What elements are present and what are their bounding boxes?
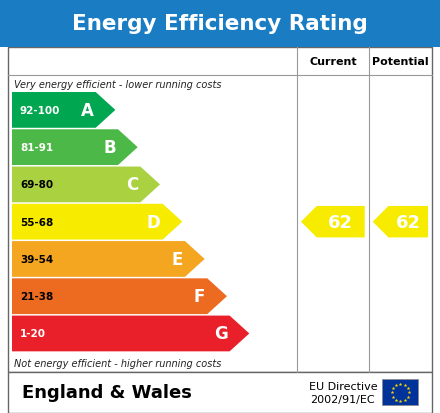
- Text: Energy Efficiency Rating: Energy Efficiency Rating: [72, 14, 368, 34]
- Text: Very energy efficient - lower running costs: Very energy efficient - lower running co…: [14, 80, 221, 90]
- Text: B: B: [103, 139, 116, 157]
- Bar: [8, 47, 432, 372]
- Text: 21-38: 21-38: [20, 292, 53, 301]
- Text: F: F: [194, 287, 205, 306]
- Text: 62: 62: [396, 213, 421, 231]
- Text: G: G: [214, 325, 227, 343]
- Text: E: E: [172, 250, 183, 268]
- Text: England & Wales: England & Wales: [22, 383, 192, 401]
- Text: 81-91: 81-91: [20, 143, 53, 153]
- Text: C: C: [126, 176, 138, 194]
- Text: 1-20: 1-20: [20, 329, 46, 339]
- Polygon shape: [12, 204, 182, 240]
- Text: Current: Current: [309, 57, 357, 66]
- Bar: [8, 372, 432, 413]
- Text: D: D: [147, 213, 161, 231]
- Bar: [382, 380, 418, 405]
- Text: Potential: Potential: [372, 57, 429, 66]
- Text: 55-68: 55-68: [20, 217, 53, 227]
- Polygon shape: [12, 167, 160, 203]
- Text: 2002/91/EC: 2002/91/EC: [311, 394, 375, 404]
- Text: 92-100: 92-100: [20, 106, 60, 116]
- Text: A: A: [81, 102, 94, 120]
- Polygon shape: [301, 206, 365, 238]
- Polygon shape: [12, 316, 249, 351]
- Polygon shape: [12, 93, 115, 128]
- Polygon shape: [12, 130, 138, 166]
- Text: 69-80: 69-80: [20, 180, 53, 190]
- Polygon shape: [12, 242, 205, 277]
- Text: Not energy efficient - higher running costs: Not energy efficient - higher running co…: [14, 358, 221, 368]
- Bar: [0, 0, 440, 47]
- Polygon shape: [373, 206, 428, 238]
- Text: 39-54: 39-54: [20, 254, 53, 264]
- Text: 62: 62: [328, 213, 353, 231]
- Polygon shape: [12, 279, 227, 314]
- Text: EU Directive: EU Directive: [308, 381, 377, 392]
